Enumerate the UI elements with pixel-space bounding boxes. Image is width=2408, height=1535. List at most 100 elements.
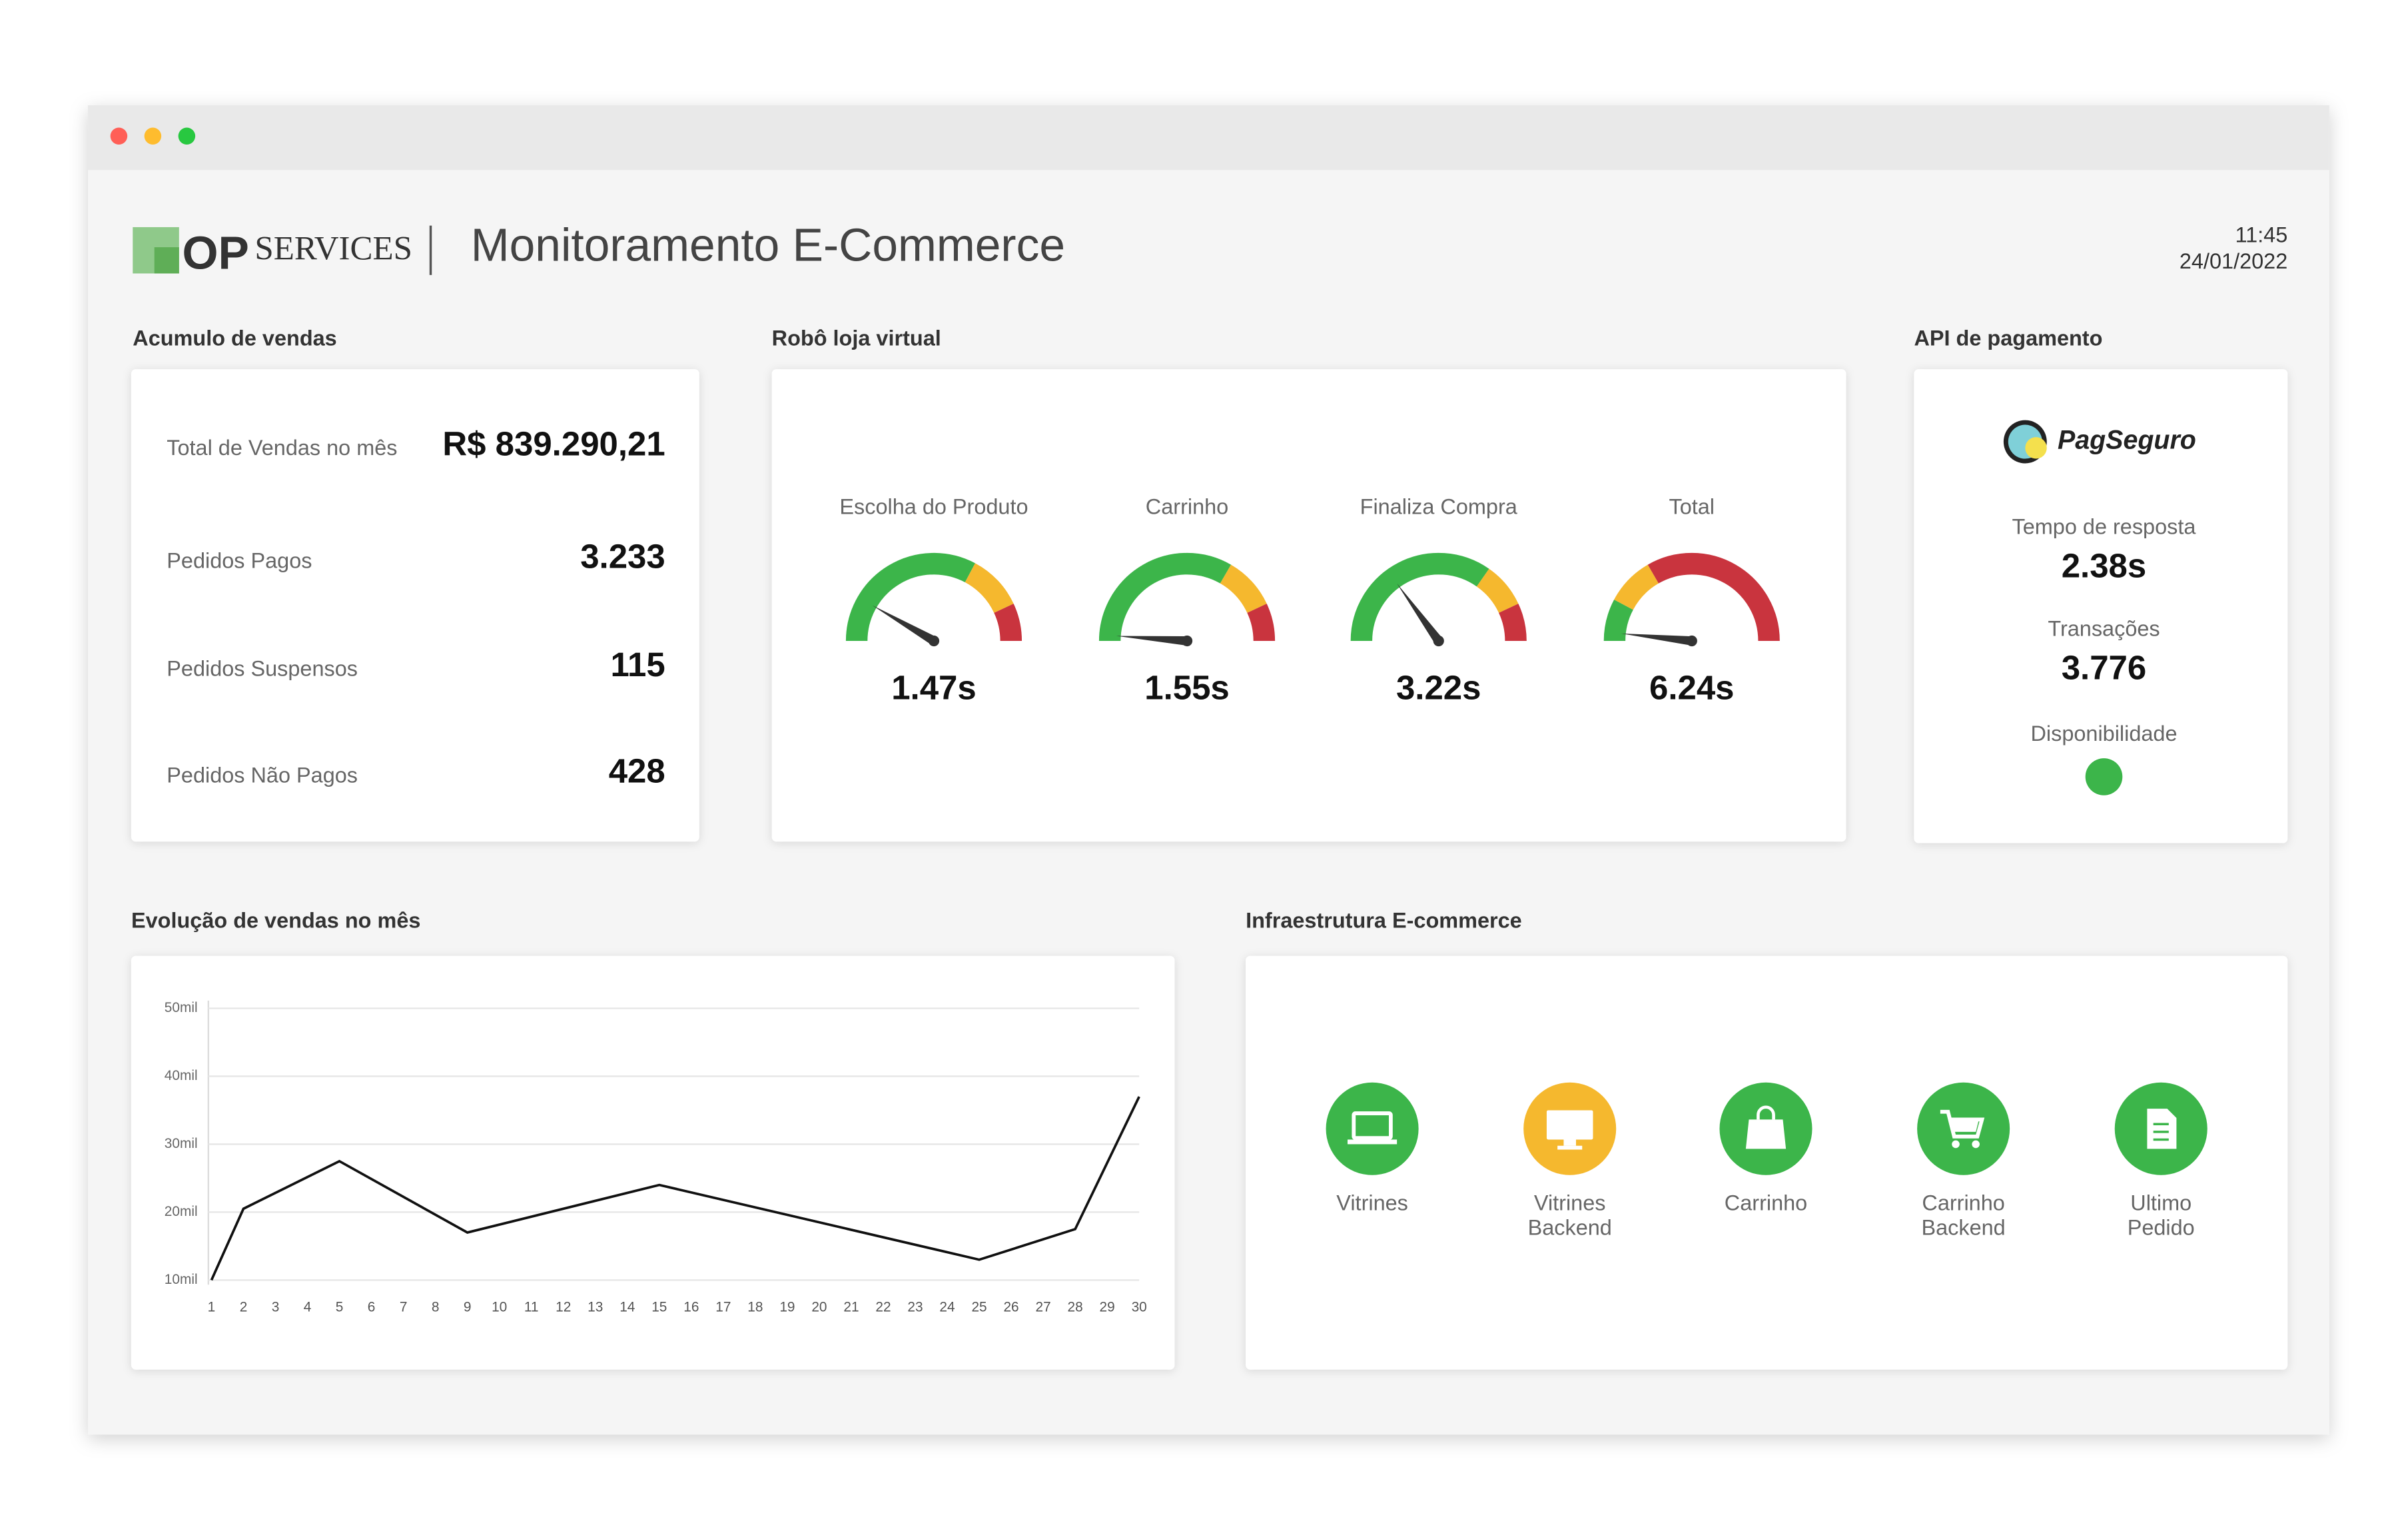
gauge-value: 6.24s: [1649, 669, 1735, 707]
icon-glyph: [1745, 1105, 1787, 1149]
gauge-arc: [1603, 599, 1634, 642]
api-card: [1914, 369, 2288, 843]
gauge-value: 3.22s: [1396, 669, 1481, 707]
y-tick-label: 10mil: [165, 1272, 198, 1287]
section-title: Evolução de vendas no mês: [131, 908, 420, 932]
gauge-needle: [1397, 583, 1443, 644]
row-value: R$ 839.290,21: [442, 424, 665, 462]
gauge-hub: [1433, 635, 1444, 647]
x-tick-label: 2: [240, 1300, 248, 1315]
row-label: Pedidos Suspensos: [167, 657, 358, 681]
x-tick-label: 30: [1132, 1300, 1147, 1315]
availability-label: Disponibilidade: [2030, 722, 2177, 746]
x-tick-label: 21: [843, 1300, 859, 1315]
section-title: Infraestrutura E-commerce: [1246, 908, 1522, 932]
x-tick-label: 16: [683, 1300, 699, 1315]
logo: OP SERVICES: [133, 225, 432, 278]
gauge-arc: [1476, 568, 1519, 614]
gauge-arc: [1647, 552, 1780, 642]
x-tick-label: 15: [651, 1300, 667, 1315]
sales-line: [210, 1096, 1140, 1281]
y-tick-label: 30mil: [165, 1136, 198, 1151]
gauge-value: 1.47s: [891, 669, 977, 707]
api-label: Transações: [2048, 616, 2160, 640]
gauge-needle: [1116, 636, 1188, 646]
y-tick-label: 40mil: [165, 1068, 198, 1083]
gauge-label: Escolha do Produto: [839, 494, 1028, 518]
icon-glyph: [1546, 1110, 1593, 1150]
minimize-button[interactable]: [144, 127, 162, 145]
infra-label: Vitrines: [1336, 1191, 1408, 1215]
gauge-label: Finaliza Compra: [1360, 494, 1518, 518]
date: 24/01/2022: [2180, 249, 2287, 273]
x-tick-label: 3: [272, 1300, 280, 1315]
time: 11:45: [2235, 223, 2287, 247]
brand: PagSeguro: [2058, 425, 2196, 454]
api-label: Tempo de resposta: [2012, 514, 2197, 538]
x-tick-label: 20: [811, 1300, 827, 1315]
api-value: 2.38s: [2062, 547, 2147, 585]
x-tick-label: 24: [939, 1300, 955, 1315]
pagseguro-logo: PagSeguro: [2003, 420, 2196, 464]
close-button[interactable]: [110, 127, 128, 145]
status-icon: [1326, 1082, 1419, 1175]
gauge-needle: [1621, 633, 1693, 646]
gauge-label: Total: [1669, 494, 1715, 518]
logo-op: OP: [182, 227, 248, 278]
title-bar: [88, 105, 2329, 171]
infra-label: Ultimo: [2130, 1191, 2192, 1215]
infra-label: Backend: [1528, 1215, 1612, 1239]
gauge-arc: [1098, 552, 1232, 642]
x-tick-label: 11: [524, 1300, 539, 1315]
gauge-arc: [1614, 564, 1659, 610]
x-tick-label: 19: [779, 1300, 795, 1315]
page-title: Monitoramento E-Commerce: [471, 219, 1065, 271]
gauge-arc: [1498, 604, 1527, 642]
gauge-arc: [1350, 552, 1489, 642]
x-tick-label: 12: [556, 1300, 571, 1315]
row-value: 3.233: [580, 538, 665, 576]
icon-glyph: [1940, 1109, 1985, 1149]
row-label: Pedidos Pagos: [167, 548, 312, 572]
section-title: API de pagamento: [1914, 326, 2102, 350]
x-tick-label: 13: [588, 1300, 603, 1315]
gauge-arc: [994, 604, 1022, 642]
x-tick-label: 6: [368, 1300, 376, 1315]
maximize-button[interactable]: [178, 127, 196, 145]
gauge-arc: [1220, 564, 1267, 614]
infra-label: Vitrines: [1534, 1191, 1606, 1215]
gauge-hub: [928, 635, 940, 647]
x-tick-label: 18: [747, 1300, 763, 1315]
icon-glyph: [2147, 1109, 2177, 1149]
infra-label: Carrinho: [1725, 1191, 1807, 1215]
api-value: 3.776: [2062, 648, 2147, 686]
row-value: 428: [609, 752, 665, 790]
infra-label: Backend: [1921, 1215, 2005, 1239]
chart-card: [131, 955, 1175, 1370]
x-tick-label: 29: [1100, 1300, 1115, 1315]
gauge-label: Carrinho: [1146, 494, 1228, 518]
y-tick-label: 20mil: [165, 1204, 198, 1219]
infra-label: Pedido: [2128, 1215, 2195, 1239]
x-tick-label: 22: [875, 1300, 891, 1315]
row-value: 115: [611, 646, 665, 684]
x-tick-label: 25: [971, 1300, 987, 1315]
x-tick-label: 8: [432, 1300, 440, 1315]
section-title: Acumulo de vendas: [133, 326, 336, 350]
x-tick-label: 14: [619, 1300, 635, 1315]
x-tick-label: 1: [208, 1300, 216, 1315]
x-tick-label: 5: [336, 1300, 344, 1315]
infra-label: Carrinho: [1922, 1191, 2004, 1215]
x-tick-label: 17: [715, 1300, 731, 1315]
y-tick-label: 50mil: [165, 1000, 198, 1015]
robot-card: [771, 369, 1846, 842]
sales-card: [131, 369, 699, 842]
x-tick-label: 7: [400, 1300, 408, 1315]
logo-services: SERVICES: [254, 231, 412, 268]
x-tick-label: 4: [304, 1300, 312, 1315]
gauge-arc: [965, 563, 1014, 614]
row-label: Pedidos Não Pagos: [167, 763, 358, 787]
gauge-hub: [1181, 635, 1193, 647]
icon-glyph: [1348, 1111, 1398, 1145]
